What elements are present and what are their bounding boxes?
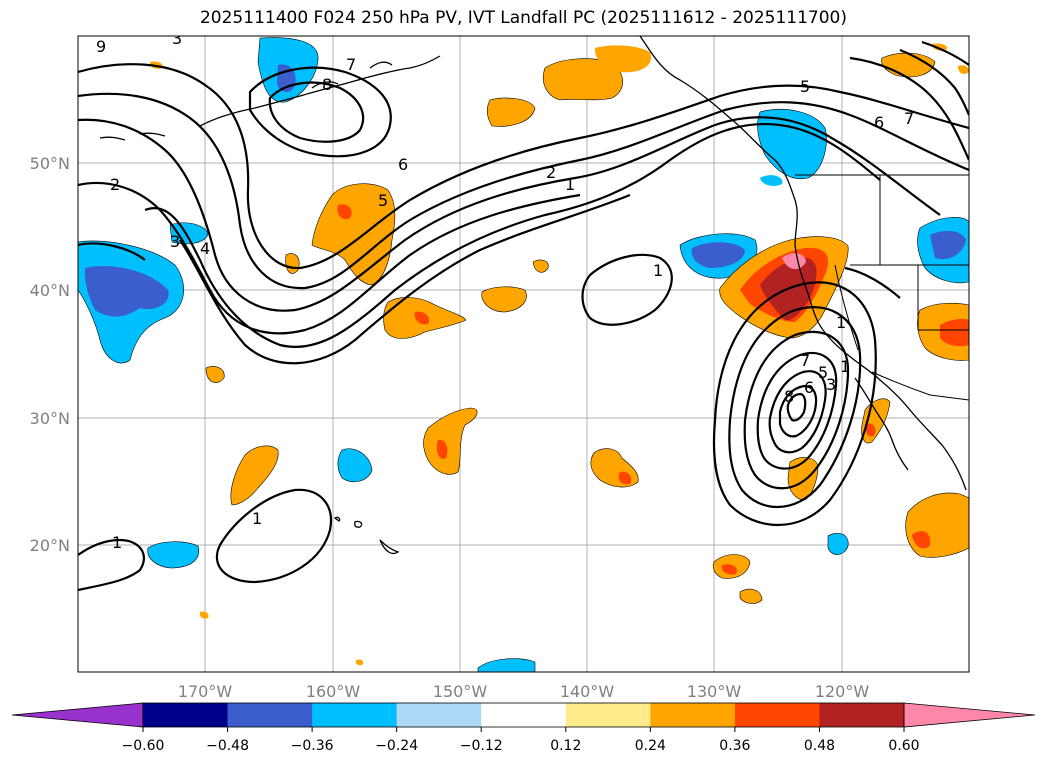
colorbar-segment xyxy=(227,703,313,727)
political-borders xyxy=(795,174,969,401)
contour-label: 8 xyxy=(322,75,332,94)
contour-label: 6 xyxy=(398,155,408,174)
lat-label-50n: 50°N xyxy=(30,154,70,173)
colorbar-lower-extend xyxy=(11,702,144,728)
contour-label: 6 xyxy=(804,378,814,397)
contour-label: 1 xyxy=(565,175,575,194)
contour-label: 5 xyxy=(818,363,828,382)
contour-label: 1 xyxy=(252,509,262,528)
lat-label-30n: 30°N xyxy=(30,409,70,428)
colorbar-tick-label: −0.12 xyxy=(460,738,503,754)
contour-label: 8 xyxy=(784,387,794,406)
negative-anomaly-shading xyxy=(78,37,969,672)
colorbar-segment xyxy=(312,703,398,727)
contour-label: 6 xyxy=(874,113,884,132)
contour-label: 3 xyxy=(826,375,836,394)
colorbar-tick-label: 0.36 xyxy=(719,738,750,754)
colorbar-segment xyxy=(396,703,482,727)
lon-label-140w: 140°W xyxy=(560,682,615,701)
lon-label-120w: 120°W xyxy=(815,682,870,701)
contour-label: 9 xyxy=(96,37,106,56)
map-frame xyxy=(77,35,970,673)
colorbar-tick-label: 0.48 xyxy=(804,738,835,754)
colorbar-upper-extend xyxy=(903,702,1036,728)
contour-label: 1 xyxy=(653,261,663,280)
contour-label: 3 xyxy=(172,29,182,48)
coastlines xyxy=(99,36,967,555)
contour-label: 1 xyxy=(112,533,122,552)
contour-label: 1 xyxy=(840,357,850,376)
lat-label-20n: 20°N xyxy=(30,536,70,555)
contour-label: 7 xyxy=(800,351,810,370)
colorbar: −0.60 −0.48 −0.36 −0.24 −0.12 0.12 0.24 0.36 0.4… xyxy=(11,702,1036,754)
contour-label: 5 xyxy=(378,191,388,210)
lat-label-40n: 40°N xyxy=(30,281,70,300)
lon-label-160w: 160°W xyxy=(306,682,361,701)
contour-label: 3 xyxy=(170,232,180,251)
contour-label: 4 xyxy=(200,239,210,258)
contour-label: 2 xyxy=(110,175,120,194)
colorbar-tick-label: 0.60 xyxy=(888,738,919,754)
colorbar-tick-label: −0.24 xyxy=(375,738,418,754)
lon-label-150w: 150°W xyxy=(433,682,488,701)
colorbar-segment xyxy=(143,703,229,727)
colorbar-segment xyxy=(481,703,567,727)
colorbar-tick-label: −0.36 xyxy=(291,738,334,754)
contour-label: 7 xyxy=(904,109,914,128)
colorbar-tick-label: −0.60 xyxy=(122,738,165,754)
pv-contours xyxy=(78,40,969,592)
map-area xyxy=(78,36,969,672)
lon-label-170w: 170°W xyxy=(178,682,233,701)
contour-labels: 9 3 8 7 2 3 4 6 5 2 1 1 1 1 5 6 7 8 6 5 … xyxy=(96,29,914,552)
contour-label: 2 xyxy=(546,163,556,182)
map-title: 2025111400 F024 250 hPa PV, IVT Landfall… xyxy=(199,8,847,28)
colorbar-tick-label: −0.48 xyxy=(206,738,249,754)
latitude-labels: 20°N 30°N 40°N 50°N xyxy=(30,154,70,555)
colorbar-segment xyxy=(565,703,651,727)
colorbar-tick-label: 0.24 xyxy=(635,738,666,754)
lon-label-130w: 130°W xyxy=(687,682,742,701)
contour-label: 7 xyxy=(346,55,356,74)
colorbar-segment xyxy=(650,703,736,727)
contour-label: 1 xyxy=(836,313,846,332)
longitude-labels: 170°W 160°W 150°W 140°W 130°W 120°W xyxy=(178,682,870,701)
colorbar-tick-label: 0.12 xyxy=(550,738,581,754)
colorbar-segment xyxy=(819,703,905,727)
colorbar-segment xyxy=(734,703,820,727)
contour-label: 5 xyxy=(800,77,810,96)
